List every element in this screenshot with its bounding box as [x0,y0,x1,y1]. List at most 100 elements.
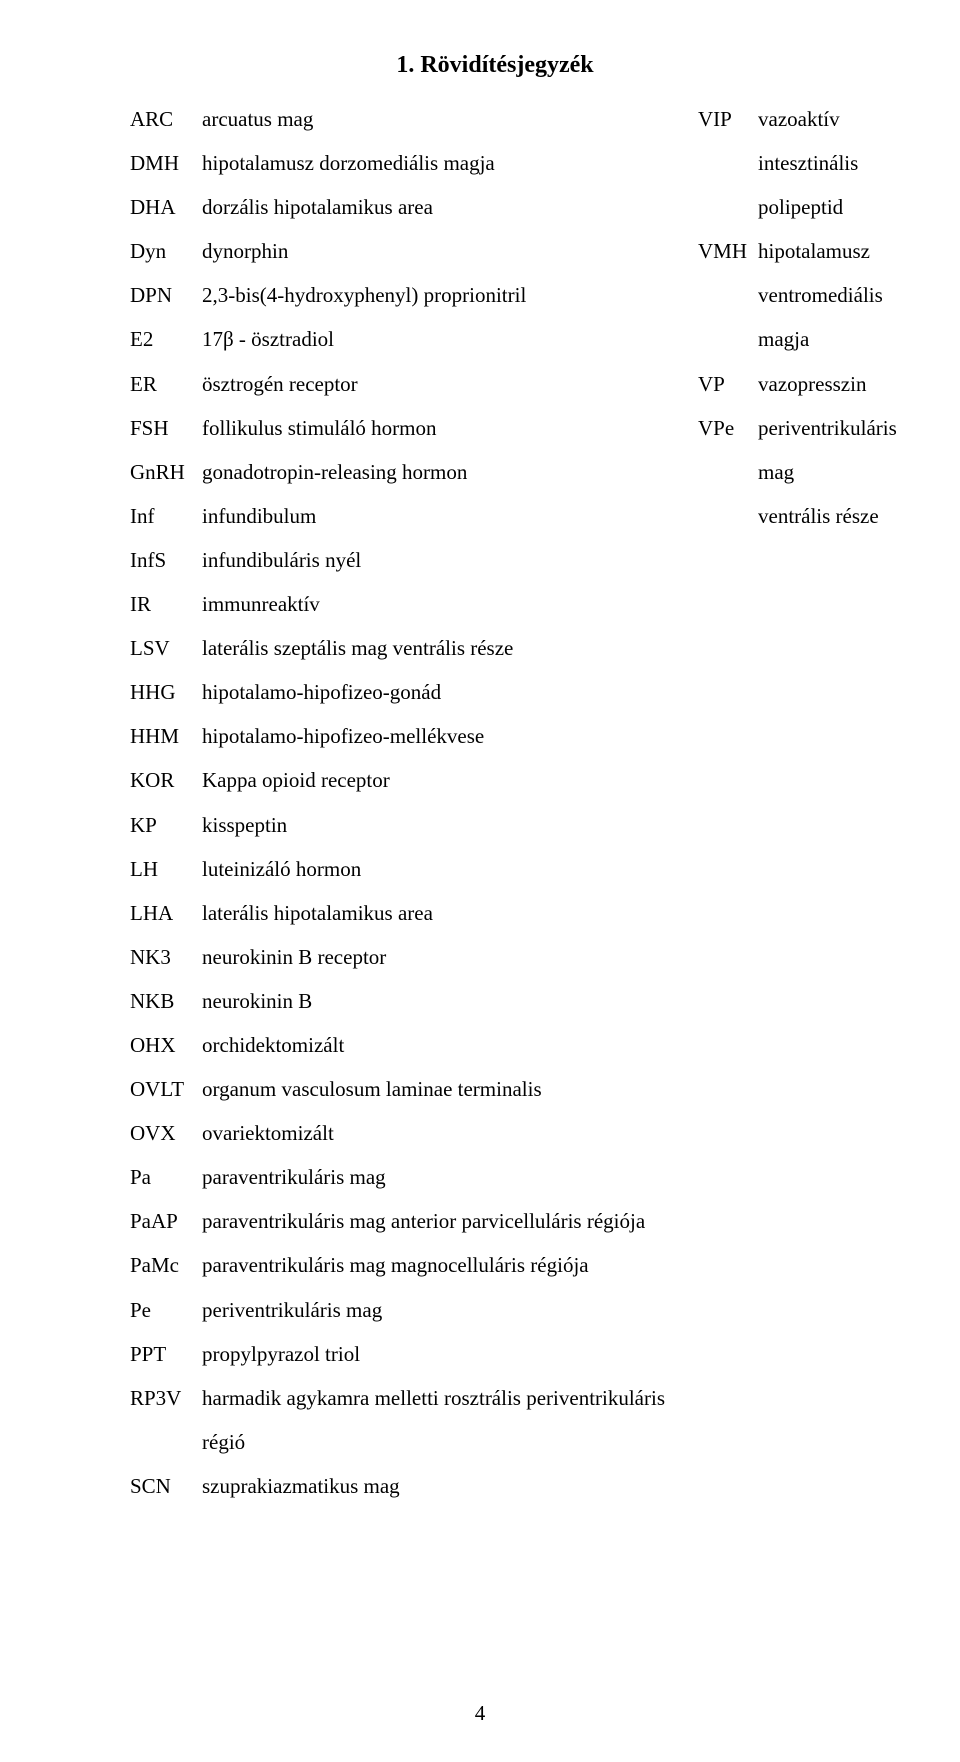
abbr-row: NKBneurokinin B [130,979,690,1023]
abbr-definition: immunreaktív [202,582,690,626]
abbr-definition: Kappa opioid receptor [202,758,690,802]
abbr-code: KOR [130,758,202,802]
abbr-code: HHG [130,670,202,714]
abbr-code: SCN [130,1464,202,1508]
abbr-definition: ösztrogén receptor [202,362,690,406]
abbr-code: DPN [130,273,202,317]
abbr-definition: arcuatus mag [202,97,690,141]
abbr-row: HHGhipotalamo-hipofizeo-gonád [130,670,690,714]
abbr-definition: hipotalamo-hipofizeo-gonád [202,670,690,714]
abbr-code: E2 [130,317,202,361]
abbr-definition: organum vasculosum laminae terminalis [202,1067,690,1111]
abbr-code: IR [130,582,202,626]
abbr-definition: ventromediális magja [758,273,898,361]
abbr-code: RP3V [130,1376,202,1464]
abbr-code: NKB [130,979,202,1023]
abbr-definition: periventrikuláris mag [758,406,898,494]
abbr-row: GnRHgonadotropin-releasing hormon [130,450,690,494]
abbr-definition: paraventrikuláris mag [202,1155,690,1199]
abbr-code: VPe [698,406,758,494]
abbr-code [698,185,758,229]
abbr-row: LHAlaterális hipotalamikus area [130,891,690,935]
abbr-code: GnRH [130,450,202,494]
abbr-definition: kisspeptin [202,803,690,847]
abbr-code: ER [130,362,202,406]
abbr-code: InfS [130,538,202,582]
abbr-code: OHX [130,1023,202,1067]
abbr-row-continuation: ventrális része [698,494,898,538]
abbr-definition: paraventrikuláris mag anterior parvicell… [202,1199,690,1243]
abbr-row: OVXovariektomizált [130,1111,690,1155]
abbr-code [698,273,758,361]
abbr-row: VPeperiventrikuláris mag [698,406,898,494]
abbr-code: ARC [130,97,202,141]
abbr-code: FSH [130,406,202,450]
abbr-code: DMH [130,141,202,185]
abbr-row: Infinfundibulum [130,494,690,538]
abbr-code: OVX [130,1111,202,1155]
abbr-row: OHXorchidektomizált [130,1023,690,1067]
abbr-row: DPN2,3-bis(4-hydroxyphenyl) proprionitri… [130,273,690,317]
abbr-row: KORKappa opioid receptor [130,758,690,802]
abbr-row: NK3neurokinin B receptor [130,935,690,979]
abbr-row: FSHfollikulus stimuláló hormon [130,406,690,450]
abbr-code: LH [130,847,202,891]
abbr-row: KPkisspeptin [130,803,690,847]
abbr-definition: 2,3-bis(4-hydroxyphenyl) proprionitril [202,273,690,317]
abbr-row-continuation: ventromediális magja [698,273,898,361]
abbr-row: PaMcparaventrikuláris mag magnocellulári… [130,1243,690,1287]
abbr-code: VMH [698,229,758,273]
abbr-definition: polipeptid [758,185,898,229]
abbr-row: Paparaventrikuláris mag [130,1155,690,1199]
abbr-row: VPvazopresszin [698,362,898,406]
abbr-definition: infundibuláris nyél [202,538,690,582]
abbr-code: VIP [698,97,758,185]
page-title: 1. Rövidítésjegyzék [130,52,860,79]
abbr-code: KP [130,803,202,847]
abbr-row: OVLTorganum vasculosum laminae terminali… [130,1067,690,1111]
abbr-row: DHAdorzális hipotalamikus area [130,185,690,229]
abbr-code: PaAP [130,1199,202,1243]
abbr-code: Pa [130,1155,202,1199]
abbr-definition: laterális szeptális mag ventrális része [202,626,690,670]
abbr-row-continuation: polipeptid [698,185,898,229]
abbr-row: VIPvazoaktív intesztinális [698,97,898,185]
abbr-row: HHMhipotalamo-hipofizeo-mellékvese [130,714,690,758]
abbr-definition: neurokinin B [202,979,690,1023]
abbr-code [698,494,758,538]
abbr-row: Peperiventrikuláris mag [130,1288,690,1332]
abbr-code: VP [698,362,758,406]
abbr-row: LHluteinizáló hormon [130,847,690,891]
abbr-definition: hipotalamusz [758,229,898,273]
right-column: VIPvazoaktív intesztinálispolipeptidVMHh… [698,97,898,538]
abbr-code: PPT [130,1332,202,1376]
left-column: ARCarcuatus magDMHhipotalamusz dorzomedi… [130,97,690,1508]
abbr-code: LSV [130,626,202,670]
abbr-definition: vazopresszin [758,362,898,406]
abbr-definition: paraventrikuláris mag magnocelluláris ré… [202,1243,690,1287]
abbr-code: HHM [130,714,202,758]
abbr-definition: laterális hipotalamikus area [202,891,690,935]
abbr-definition: hipotalamo-hipofizeo-mellékvese [202,714,690,758]
abbr-definition: vazoaktív intesztinális [758,97,898,185]
abbr-code: NK3 [130,935,202,979]
abbr-code: DHA [130,185,202,229]
abbr-row: InfSinfundibuláris nyél [130,538,690,582]
abbr-code: Inf [130,494,202,538]
abbr-definition: dorzális hipotalamikus area [202,185,690,229]
abbr-definition: gonadotropin-releasing hormon [202,450,690,494]
abbr-code: PaMc [130,1243,202,1287]
abbr-row: IRimmunreaktív [130,582,690,626]
abbr-definition: propylpyrazol triol [202,1332,690,1376]
abbr-definition: orchidektomizált [202,1023,690,1067]
abbr-row: SCNszuprakiazmatikus mag [130,1464,690,1508]
abbr-definition: ventrális része [758,494,898,538]
abbr-definition: ovariektomizált [202,1111,690,1155]
abbr-row: E217β - ösztradiol [130,317,690,361]
abbr-definition: harmadik agykamra melletti rosztrális pe… [202,1376,690,1464]
abbr-definition: szuprakiazmatikus mag [202,1464,690,1508]
abbr-definition: infundibulum [202,494,690,538]
abbr-definition: 17β - ösztradiol [202,317,690,361]
abbr-row: VMHhipotalamusz [698,229,898,273]
page-number: 4 [0,1701,960,1726]
